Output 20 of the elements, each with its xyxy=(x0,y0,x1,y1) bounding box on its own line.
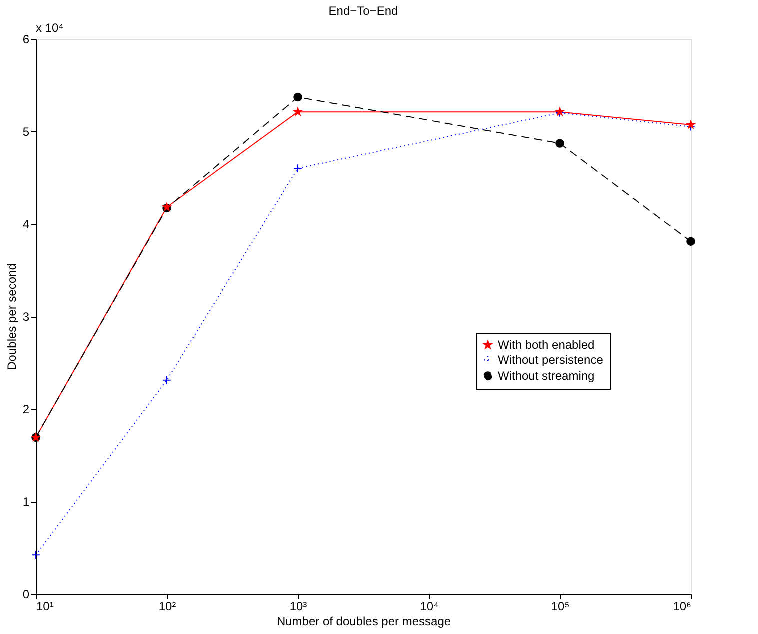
y-tick-label: 3 xyxy=(22,310,30,324)
y-axis-title: Doubles per second xyxy=(4,264,19,370)
x-tick-label: 10³ xyxy=(290,600,308,614)
x-axis-title: Number of doubles per message xyxy=(276,614,452,628)
x-tick-label: 10⁶ xyxy=(673,600,692,614)
x-tick-label: 10⁴ xyxy=(420,600,439,614)
y-tick-label: 6 xyxy=(22,32,30,46)
y-tick-label: 2 xyxy=(22,402,30,416)
legend-label: With both enabled xyxy=(498,338,595,352)
y-tick-label: 1 xyxy=(22,495,30,509)
y-tick-label: 4 xyxy=(22,218,30,232)
legend-label: Without streaming xyxy=(498,369,595,384)
x-tick-label: 10¹ xyxy=(36,600,54,614)
chart-title: End−To−End xyxy=(328,4,398,18)
y-tick-label: 5 xyxy=(22,125,30,139)
y-tick-label: 0 xyxy=(22,588,30,602)
x-tick-label: 10² xyxy=(158,600,176,614)
text: x 10⁴ xyxy=(36,21,64,35)
legend-label: Without persistence xyxy=(498,353,604,368)
x-tick-label: 10⁵ xyxy=(551,600,570,614)
